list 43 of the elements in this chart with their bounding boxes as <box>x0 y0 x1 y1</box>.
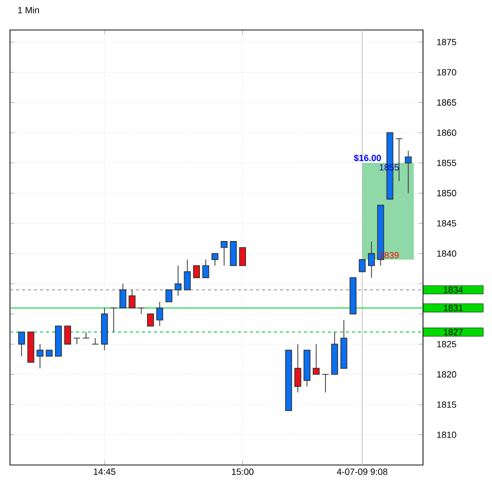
y-tick-label: 1865 <box>437 99 456 106</box>
y-tick-label: 1820 <box>437 371 456 378</box>
candlestick <box>18 332 26 357</box>
candlestick <box>294 344 302 393</box>
chart-title: 1 Min <box>18 6 39 14</box>
y-tick-label: 1855 <box>437 160 456 166</box>
candlestick <box>212 253 218 266</box>
y-tick-label: 1840 <box>437 250 456 257</box>
candlestick <box>202 259 210 278</box>
candlestick <box>165 289 172 302</box>
y-tick-label: 1850 <box>437 190 456 196</box>
ref-line-label: 1831 <box>444 304 463 312</box>
candlestick <box>312 344 320 375</box>
x-tick-label: 15:00 <box>232 468 254 475</box>
annotation: $16.00 <box>354 154 381 162</box>
y-tick-label: 1845 <box>437 220 456 227</box>
x-tick-label: 14:45 <box>94 468 116 475</box>
x-tick-label: 4-07-09 9:08 <box>336 468 388 475</box>
candlestick <box>36 344 44 369</box>
candlestick <box>220 241 228 266</box>
candlestick <box>184 259 191 290</box>
y-tick-label: 1870 <box>437 69 456 76</box>
candlestick <box>128 289 136 308</box>
y-tick-label: 1860 <box>437 130 456 136</box>
ref-line-label: 1834 <box>444 286 463 293</box>
candlestick <box>64 326 72 345</box>
y-tick-label: 1810 <box>437 432 456 438</box>
candlestick <box>174 265 182 296</box>
candlestick <box>110 308 118 332</box>
candlestick <box>368 241 375 278</box>
candlestick <box>358 259 366 272</box>
candlestick <box>193 265 200 278</box>
candlestick <box>119 283 126 308</box>
y-tick-label: 1875 <box>437 38 456 46</box>
y-tick-label: 1815 <box>437 401 456 408</box>
candlestick <box>404 150 412 194</box>
y-tick-label: 1825 <box>437 340 456 348</box>
ref-line-label: 1827 <box>444 328 463 336</box>
candlestick <box>147 314 154 326</box>
candlestick <box>156 301 164 326</box>
candlestick <box>82 332 90 339</box>
candlestick <box>239 247 246 266</box>
candlestick <box>322 374 330 393</box>
